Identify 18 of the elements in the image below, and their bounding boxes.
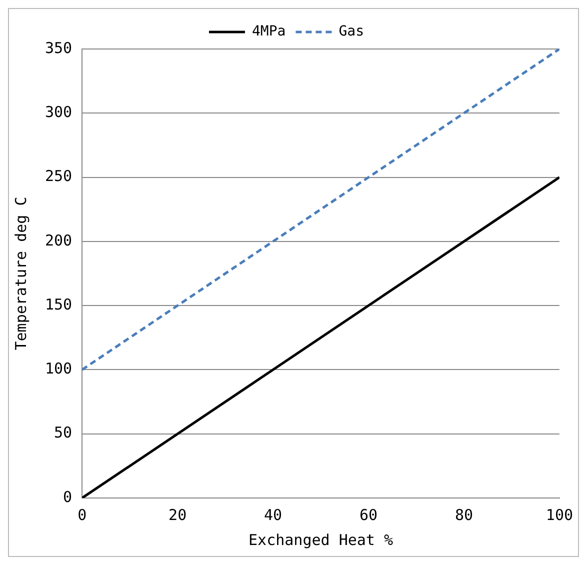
x-axis-title: Exchanged Heat % <box>248 530 394 549</box>
x-tick-label: 100 <box>546 506 573 524</box>
y-tick-label: 100 <box>45 360 72 378</box>
y-tick-label: 350 <box>45 38 72 57</box>
y-tick-label: 0 <box>63 488 72 506</box>
legend-label: Gas <box>338 24 364 40</box>
y-tick-label: 200 <box>45 231 72 250</box>
x-tick-label: 40 <box>264 506 282 524</box>
x-tick-label: 80 <box>454 506 474 524</box>
x-tick-label: 0 <box>78 506 87 524</box>
x-tick-label: 60 <box>359 506 378 524</box>
legend-label: 4MPa <box>252 24 286 40</box>
y-tick-label: 50 <box>54 424 72 442</box>
x-tick-label: 20 <box>168 506 187 524</box>
y-tick-label: 300 <box>45 103 72 122</box>
y-tick-label: 250 <box>45 167 72 186</box>
y-axis-title: Temperature deg C <box>12 196 30 350</box>
y-tick-label: 150 <box>45 295 72 314</box>
